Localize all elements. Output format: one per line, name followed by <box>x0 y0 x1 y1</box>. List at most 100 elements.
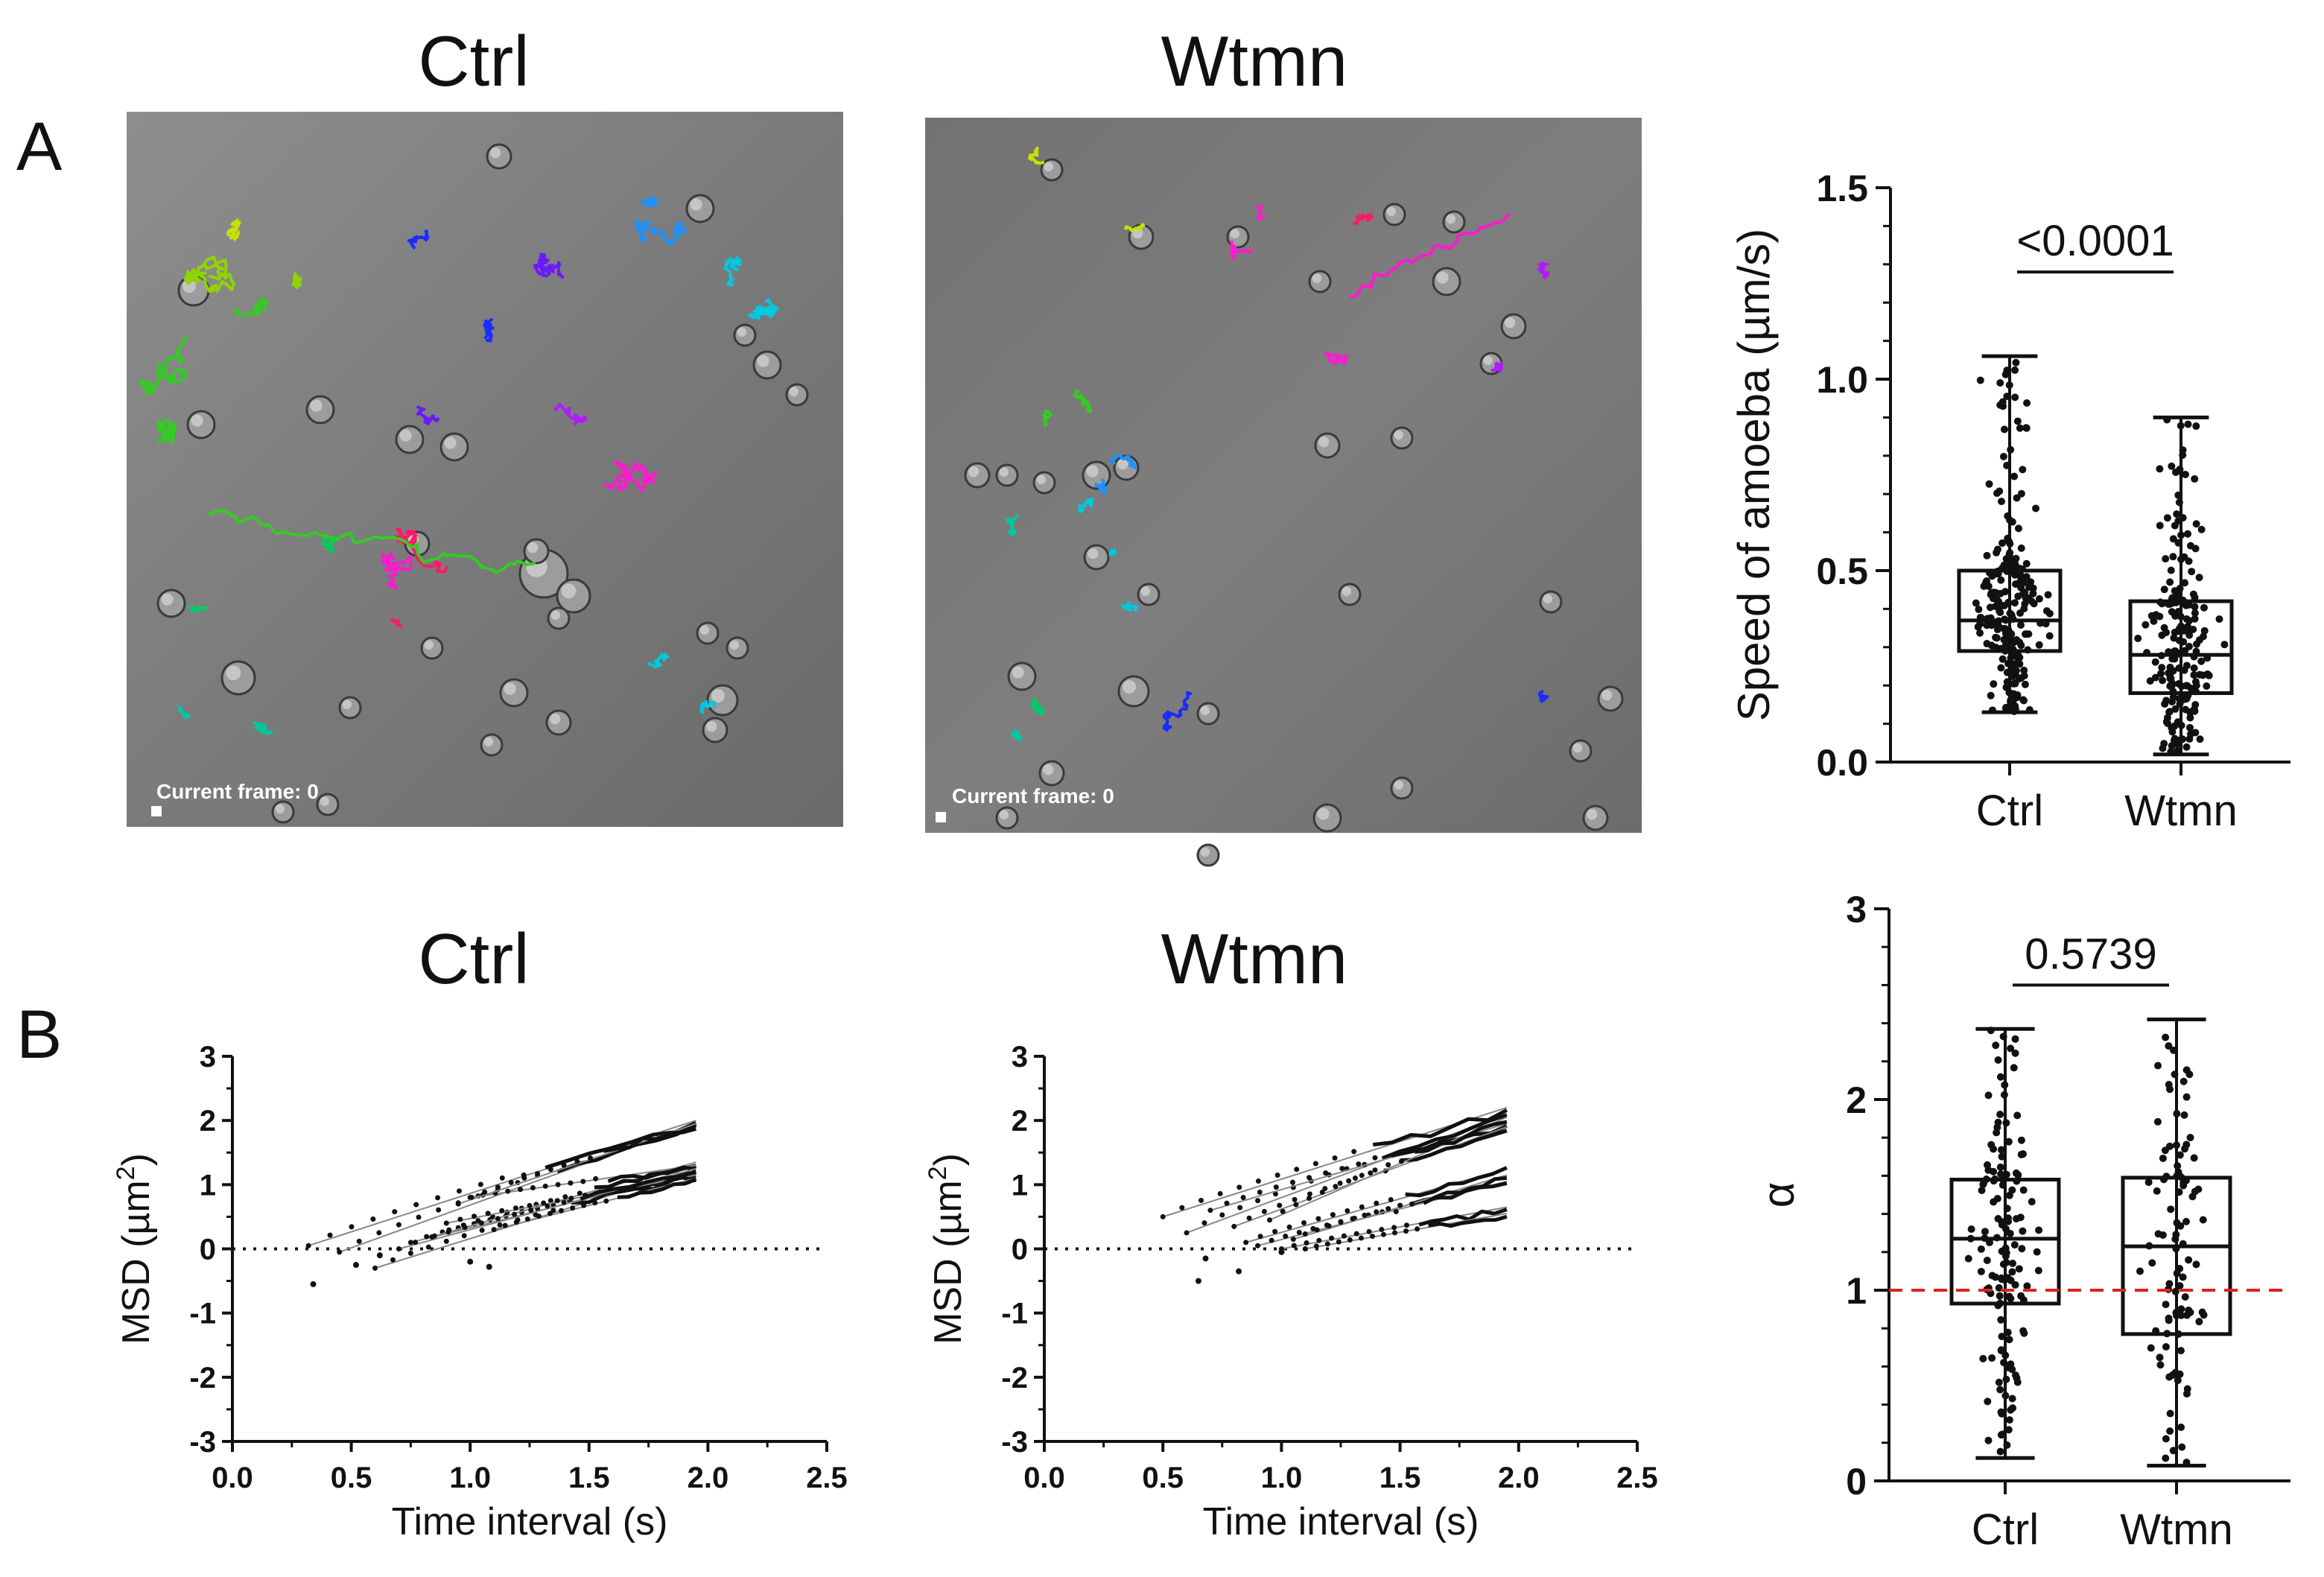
msd-point <box>1324 1241 1330 1247</box>
x-tick-label: 0.5 <box>1142 1462 1184 1494</box>
msd-point <box>559 1208 565 1213</box>
cell-track <box>634 219 688 245</box>
x-tick-label: 2.5 <box>1616 1462 1658 1494</box>
msd-point <box>456 1188 462 1194</box>
msd-point <box>372 1265 378 1271</box>
data-point <box>2004 512 2012 520</box>
data-point <box>2180 1111 2188 1119</box>
data-point <box>2169 535 2177 543</box>
y-tick-label: 0 <box>1846 1461 1867 1503</box>
data-point <box>2013 417 2022 425</box>
data-point <box>1995 617 2003 625</box>
data-point <box>1990 1167 1998 1175</box>
data-point <box>2184 530 2192 538</box>
cell-highlight <box>757 355 769 367</box>
msd-point <box>547 1198 553 1204</box>
micrograph-title-wtmn: Wtmn <box>1161 22 1348 101</box>
y-tick-label: -1 <box>189 1298 216 1330</box>
y-tick-label: 1.0 <box>1816 359 1868 401</box>
y-tick-label: 3 <box>1012 1041 1028 1073</box>
msd-curve <box>1400 1129 1508 1162</box>
cell-track <box>748 298 780 321</box>
data-point <box>1978 1186 1986 1194</box>
data-point <box>2142 621 2150 629</box>
micrograph-wtmn-background <box>925 118 1642 833</box>
y-tick-label: -3 <box>189 1426 216 1459</box>
msd-point <box>1346 1178 1352 1184</box>
cell-track <box>390 618 403 628</box>
data-point <box>2174 539 2182 547</box>
msd-point <box>581 1202 587 1208</box>
y-tick-label: 2 <box>1012 1105 1028 1137</box>
data-point <box>1993 1129 2001 1137</box>
cell-track <box>603 460 658 492</box>
data-point <box>2156 612 2164 621</box>
msd-point <box>530 1185 536 1191</box>
data-point <box>2156 521 2164 530</box>
data-point <box>1985 568 1993 577</box>
msd-point <box>413 1202 419 1208</box>
cell-highlight <box>1200 847 1210 857</box>
data-point <box>2182 661 2191 670</box>
msd-point <box>512 1205 518 1211</box>
data-point <box>2171 705 2179 713</box>
msd-point <box>1319 1190 1325 1196</box>
msd-point <box>485 1210 491 1216</box>
cell-track <box>1027 146 1045 165</box>
msd-point <box>1307 1175 1312 1181</box>
msd-wtmn-chart: -3 -2 -1 0 1 2 3 0.0 0.5 1.0 1.5 2.0 2.5 Time interva… <box>924 1041 1658 1543</box>
data-point <box>2013 1374 2021 1382</box>
data-point <box>2011 702 2019 710</box>
data-point <box>2014 592 2022 600</box>
data-point <box>2198 1308 2206 1316</box>
y-axis-label: α <box>1753 1182 1803 1208</box>
data-point <box>2007 1295 2015 1303</box>
data-point <box>2156 465 2164 473</box>
data-point <box>2177 422 2185 430</box>
cell-track <box>226 218 241 241</box>
msd-point <box>1385 1205 1391 1211</box>
frame-label-wtmn: Current frame: 0 <box>952 784 1114 807</box>
cell-highlight <box>1043 764 1054 775</box>
data-point <box>2020 666 2028 674</box>
data-point <box>2004 1137 2013 1146</box>
x-category-label: Wtmn <box>2124 787 2237 835</box>
msd-point <box>1246 1215 1252 1221</box>
msd-point <box>1237 1205 1243 1210</box>
msd-point <box>457 1216 463 1222</box>
msd-point <box>436 1207 442 1213</box>
cell-highlight <box>1086 465 1099 477</box>
data-point <box>2003 678 2011 686</box>
x-category-label: Ctrl <box>1976 787 2043 835</box>
msd-point <box>482 1189 488 1195</box>
data-point <box>2136 1267 2144 1275</box>
cell-highlight <box>1601 690 1613 701</box>
data-point <box>1993 1234 2001 1242</box>
data-point <box>1997 498 2005 506</box>
y-tick-label: 2 <box>200 1105 216 1137</box>
msd-point <box>1286 1224 1292 1230</box>
micrograph-ctrl-background <box>127 112 843 827</box>
cell-highlight <box>275 804 285 814</box>
data-point <box>2010 1241 2019 1249</box>
msd-point <box>495 1184 501 1190</box>
data-point <box>2017 489 2025 498</box>
data-point <box>1990 1145 1998 1153</box>
data-point <box>2178 1443 2186 1451</box>
msd-point <box>1315 1216 1321 1222</box>
cell-highlight <box>1318 437 1330 448</box>
data-point <box>2000 1091 2008 1099</box>
data-point <box>2165 1042 2173 1050</box>
data-point <box>2168 655 2177 663</box>
data-point <box>2192 422 2200 431</box>
x-axis-label: Time interval (s) <box>392 1500 668 1543</box>
data-point <box>2179 1240 2187 1248</box>
cell-highlight <box>1394 430 1404 440</box>
data-point <box>2192 647 2200 656</box>
data-point <box>2011 679 2019 688</box>
y-tick-label: 0 <box>1012 1234 1028 1266</box>
data-point <box>1964 1254 1972 1263</box>
data-point <box>2215 615 2223 623</box>
msd-point <box>1207 1208 1213 1213</box>
data-point <box>2011 1049 2019 1057</box>
